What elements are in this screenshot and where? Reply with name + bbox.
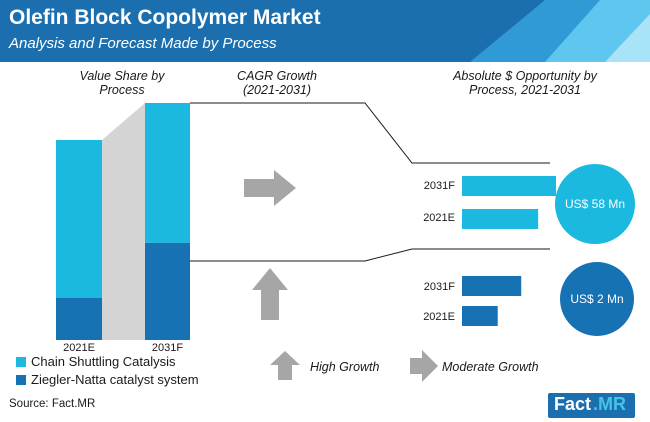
bar-2021e-chain-shuttling <box>56 140 102 298</box>
legend-swatch-chain <box>16 357 26 367</box>
flow-line-top <box>190 102 550 164</box>
hbar-chain-2031f <box>462 176 556 196</box>
legend-label-chain: Chain Shuttling Catalysis <box>31 354 176 369</box>
opportunity-bubble-ziegler: US$ 2 Mn <box>560 262 634 336</box>
category-label-2031f: 2031F <box>151 342 184 354</box>
hbar-chain-2021e <box>462 209 539 229</box>
hbar-ziegler-2031f <box>462 276 522 296</box>
flow-line-middle <box>190 248 550 262</box>
legend-item-chain-shuttling: Chain Shuttling Catalysis <box>16 354 176 369</box>
high-growth-label: High Growth <box>310 360 380 374</box>
hbar-label-chain-2021e: 2021E <box>423 212 455 224</box>
bar-2021e-ziegler-natta <box>56 298 102 340</box>
legend-high-growth-arrow-icon <box>270 351 300 380</box>
legend-moderate-growth-arrow-icon <box>410 350 438 382</box>
opportunity-bubble-chain: US$ 58 Mn <box>555 164 635 244</box>
legend-label-ziegler: Ziegler-Natta catalyst system <box>31 372 199 387</box>
share-connector <box>102 103 145 340</box>
header-decoration <box>470 0 650 62</box>
hbar-label-chain-2031f: 2031F <box>423 180 455 192</box>
moderate-growth-arrow-icon <box>244 170 296 206</box>
cagr-heading: CAGR Growth (2021-2031) <box>237 69 317 97</box>
header-banner: Olefin Block Copolymer Market Analysis a… <box>0 0 650 62</box>
legend-swatch-ziegler <box>16 375 26 385</box>
value-share-heading: Value Share by Process <box>79 69 165 97</box>
bar-2031f-ziegler-natta <box>145 242 190 340</box>
factmr-logo: Fact .MR <box>548 393 635 418</box>
category-label-2021e: 2021E <box>63 342 95 354</box>
hbar-label-ziegler-2031f: 2031F <box>423 281 455 293</box>
hbar-label-ziegler-2021e: 2021E <box>423 311 455 323</box>
high-growth-arrow-icon <box>252 268 288 320</box>
legend-item-ziegler-natta: Ziegler-Natta catalyst system <box>16 372 199 387</box>
moderate-growth-label: Moderate Growth <box>442 360 539 374</box>
source-note: Source: Fact.MR <box>9 398 96 410</box>
bar-2031f-chain-shuttling <box>145 103 190 243</box>
page-title: Olefin Block Copolymer Market <box>9 6 321 29</box>
opportunity-heading: Absolute $ Opportunity by Process, 2021-… <box>453 69 597 97</box>
logo-fact-text: Fact <box>554 394 592 414</box>
page-subtitle: Analysis and Forecast Made by Process <box>9 35 277 52</box>
hbar-ziegler-2021e <box>462 306 498 326</box>
logo-mr-text: .MR <box>593 394 626 414</box>
